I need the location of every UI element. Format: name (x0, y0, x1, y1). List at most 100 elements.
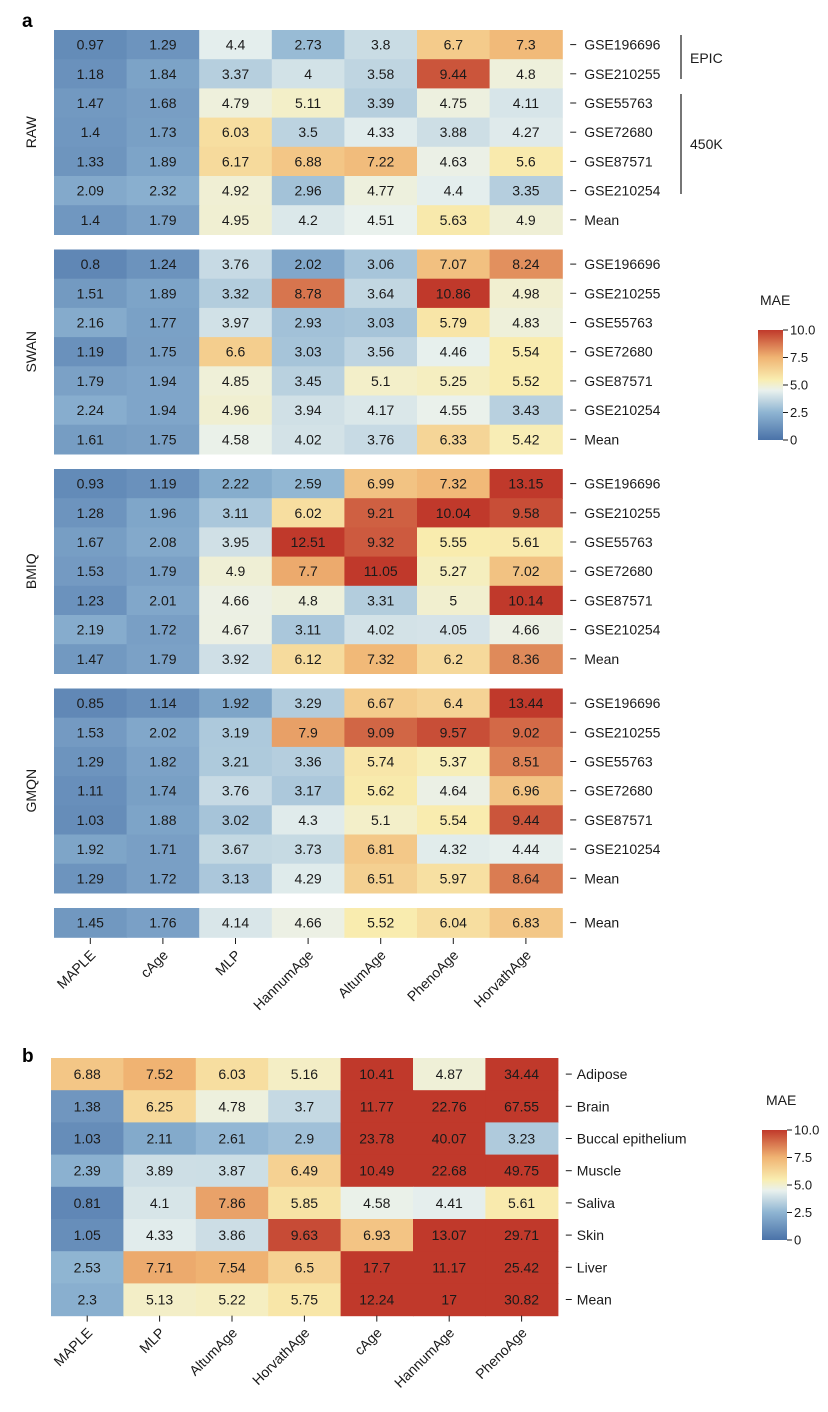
cell-value-label: 4.4 (226, 37, 246, 53)
cell-value-label: 5.63 (440, 212, 467, 228)
cell-value-label: 6.12 (294, 651, 321, 667)
cell-b-muscle-mlp (123, 1154, 197, 1188)
cell-value-label: 4.67 (222, 622, 249, 638)
cell-value-label: 4.51 (367, 212, 394, 228)
row-label-gse210254: GSE210254 (584, 622, 660, 638)
cell-gmqn-gse210255-altumage (344, 717, 418, 748)
cell-value-label: 4.33 (146, 1227, 173, 1243)
cell-value-label: 1.18 (77, 66, 104, 82)
cell-value-label: 7.7 (298, 563, 318, 579)
cell-value-label: 11.77 (360, 1098, 394, 1114)
cell-value-label: 4.77 (367, 183, 394, 199)
cell-swan-gse196696-mlp (199, 249, 273, 280)
cell-gmqn-gse72680-mlp (199, 776, 273, 806)
cell-swan-gse210255-hannumage (271, 278, 345, 309)
cell-swan-gse55763-mlp (199, 307, 273, 338)
cell-b-adipose-maple (51, 1058, 124, 1091)
cell-b-liver-altumage (195, 1251, 269, 1284)
cell-value-label: 4.02 (294, 431, 321, 447)
cell-value-label: 4.1 (150, 1195, 170, 1211)
cell-value-label: 3.56 (367, 344, 394, 360)
cell-swan-gse72680-horvathage (489, 337, 563, 367)
cell-raw-gse87571-maple (54, 146, 128, 177)
cell-swan-gse210254-maple (54, 395, 128, 426)
cell-value-label: 1.38 (74, 1098, 101, 1114)
row-label-gse210255: GSE210255 (584, 505, 660, 521)
cell-value-label: 67.55 (504, 1098, 539, 1114)
panel-b-letter: b (22, 1046, 34, 1067)
cell-raw-gse72680-maple (54, 117, 128, 148)
cell-swan-gse87571-hannumage (271, 366, 345, 397)
cell-value-label: 5.27 (440, 563, 467, 579)
cell-b-muscle-horvathage (268, 1154, 342, 1188)
cell-b-saliva-maple (51, 1186, 124, 1220)
cell-value-label: 2.3 (77, 1292, 97, 1308)
cell-swan-gse72680-phenoage (417, 337, 491, 367)
cell-swan-mean-horvathage (489, 424, 563, 455)
row-label-gse87571: GSE87571 (584, 153, 653, 169)
cell-gmqn-gse55763-hannumage (271, 746, 345, 777)
cell-raw-gse196696-hannumage (271, 30, 345, 60)
cell-bmiq-gse210254-phenoage (417, 615, 491, 645)
colorbar-b-ticks: 0 2.5 5.0 7.5 10.0 (787, 1123, 819, 1248)
cell-bmiq-gse210254-hannumage (271, 615, 345, 645)
cell-value-label: 4.11 (513, 95, 539, 111)
colorbar-b-title: MAE (766, 1092, 796, 1108)
cell-value-label: 2.22 (222, 476, 249, 492)
cell-value-label: 22.68 (432, 1163, 467, 1179)
cell-value-label: 1.75 (149, 344, 176, 360)
block-swan: 0.8 1.24 3.76 2.02 3.06 7.07 8.24 GSE196696 1.51… (23, 249, 661, 455)
row-label-adipose: Adipose (577, 1066, 628, 1082)
cell-gmqn-gse210255-maple (54, 717, 128, 748)
cell-gmqn-gse72680-horvathage (489, 776, 563, 806)
cell-value-label: 11.17 (432, 1259, 466, 1275)
cell-mean-mean-altumage (344, 908, 418, 938)
cell-raw-gse72680-altumage (344, 117, 418, 148)
cell-value-label: 3.03 (367, 315, 394, 331)
cell-bmiq-gse196696-hannumage (271, 469, 345, 499)
cell-bmiq-mean-horvathage (489, 644, 563, 674)
cell-value-label: 6.6 (226, 344, 246, 360)
cell-value-label: 9.44 (512, 812, 539, 828)
cell-raw-gse210255-phenoage (417, 59, 491, 89)
cell-b-saliva-hannumage (413, 1186, 486, 1220)
cell-value-label: 13.07 (432, 1227, 467, 1243)
cell-value-label: 6.96 (512, 783, 539, 799)
cell-value-label: 6.03 (222, 124, 249, 140)
cell-value-label: 4.4 (444, 183, 464, 199)
cell-value-label: 1.79 (77, 373, 104, 389)
cell-value-label: 1.23 (77, 592, 104, 608)
cell-b-saliva-altumage (195, 1186, 269, 1220)
cell-b-brain-cage (340, 1090, 414, 1123)
cell-b-buccal-epithelium-horvathage (268, 1122, 342, 1156)
cell-swan-gse87571-cage (126, 366, 200, 397)
cell-bmiq-gse196696-mlp (199, 469, 273, 499)
cell-b-brain-horvathage (268, 1090, 342, 1123)
cell-value-label: 5.55 (440, 534, 467, 550)
cell-raw-gse55763-altumage (344, 88, 418, 119)
cell-value-label: 2.73 (294, 37, 321, 53)
cell-bmiq-gse210254-maple (54, 615, 128, 645)
row-label-gse196696: GSE196696 (584, 256, 660, 272)
cell-b-mean-mlp (123, 1283, 197, 1317)
cell-swan-mean-cage (126, 424, 200, 455)
cell-value-label: 1.4 (81, 124, 101, 140)
cell-value-label: 4.29 (294, 870, 321, 886)
cell-value-label: 6.88 (294, 153, 321, 169)
cell-value-label: 3.43 (512, 402, 539, 418)
cell-b-liver-maple (51, 1251, 124, 1284)
cell-b-mean-cage (340, 1283, 414, 1317)
cell-value-label: 3.37 (222, 66, 249, 82)
cell-raw-gse210255-cage (126, 59, 200, 89)
cell-value-label: 5.54 (512, 344, 539, 360)
cell-value-label: 10.49 (359, 1163, 394, 1179)
block-gmqn: 0.85 1.14 1.92 3.29 6.67 6.4 13.44 GSE196696 1.5… (23, 688, 661, 894)
cell-b-brain-altumage (195, 1090, 269, 1123)
col-label-altumage: AltumAge (335, 947, 389, 1001)
cell-value-label: 3.02 (222, 812, 249, 828)
cell-value-label: 1.84 (149, 66, 176, 82)
cell-bmiq-gse55763-horvathage (489, 527, 563, 558)
colorbar-b-gradient (762, 1130, 787, 1240)
cell-raw-gse72680-mlp (199, 117, 273, 148)
cell-bmiq-gse55763-cage (126, 527, 200, 558)
